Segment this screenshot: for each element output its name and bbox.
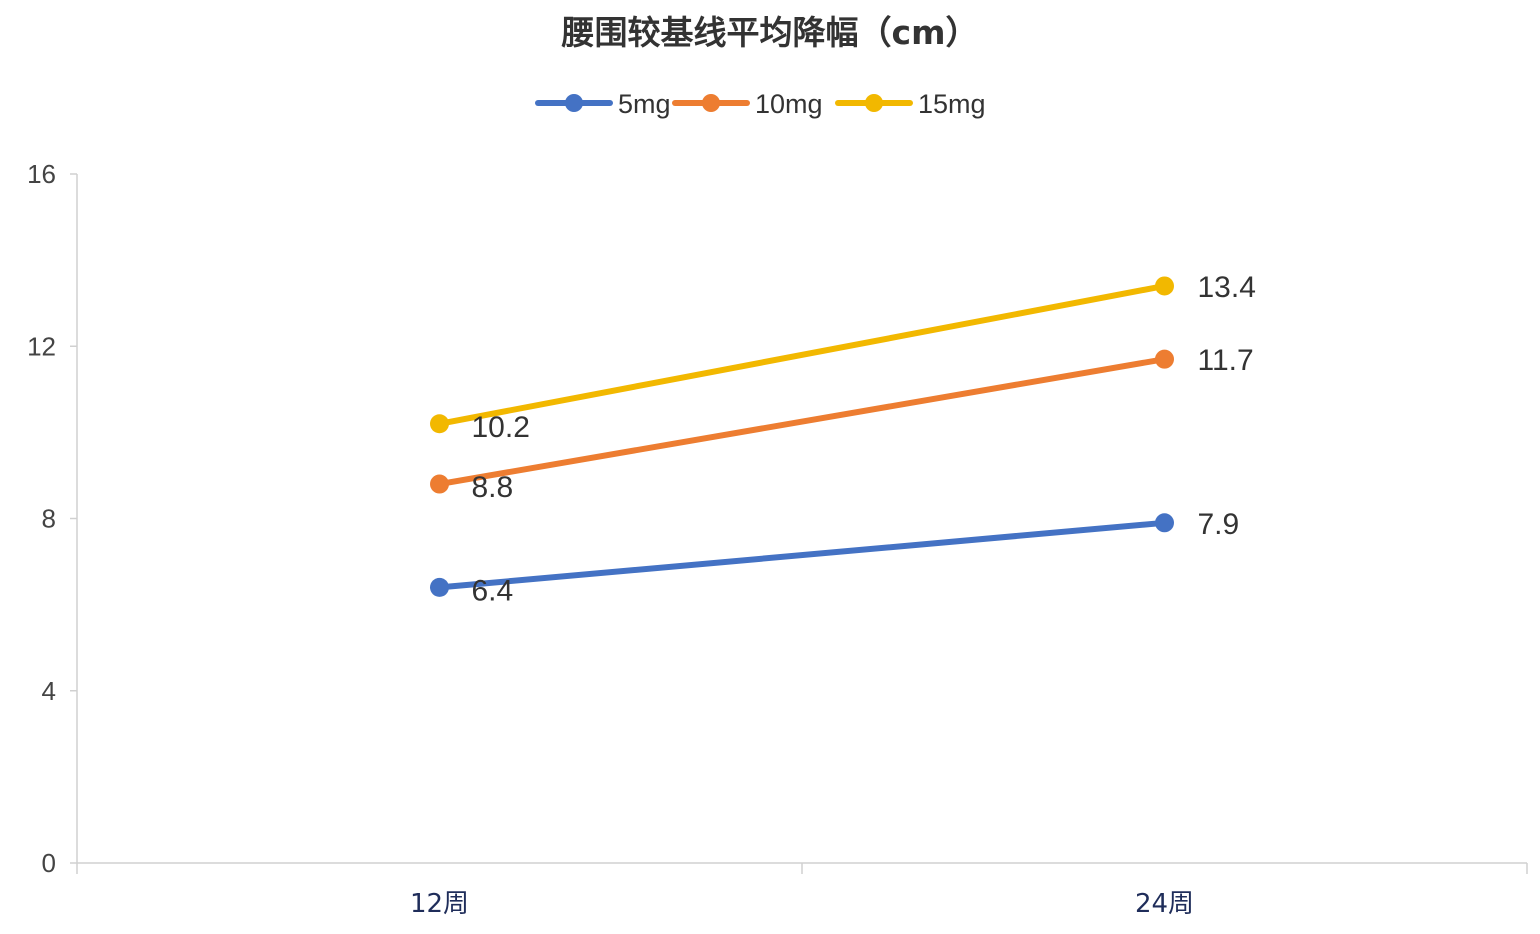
data-point-5mg[interactable] [430, 577, 449, 597]
legend-marker [865, 94, 883, 112]
series-line-5mg [436, 519, 1168, 591]
legend-item-5mg[interactable]: 5mg [535, 89, 671, 119]
x-tick-label: 24周 [1135, 889, 1194, 919]
data-label-10mg: 8.8 [472, 471, 514, 504]
legend-label: 10mg [755, 89, 823, 119]
y-tick-label: 12 [27, 331, 56, 361]
y-tick-label: 0 [42, 848, 56, 878]
legend-item-10mg[interactable]: 10mg [672, 89, 823, 119]
data-label-10mg: 11.7 [1198, 344, 1254, 377]
legend-label: 5mg [618, 89, 671, 119]
y-tick-label: 16 [27, 159, 56, 189]
y-tick-label: 8 [42, 504, 56, 534]
data-point-15mg[interactable] [1155, 276, 1174, 296]
data-point-10mg[interactable] [430, 474, 449, 494]
series-layer [430, 276, 1174, 597]
data-label-15mg: 10.2 [472, 411, 530, 444]
chart-title: 腰围较基线平均降幅（cm） [562, 13, 979, 52]
legend-label: 15mg [918, 89, 986, 119]
series-line-15mg [436, 282, 1168, 427]
data-label-5mg: 7.9 [1198, 508, 1240, 541]
y-tick-label: 4 [42, 676, 56, 706]
legend-item-15mg[interactable]: 15mg [835, 89, 986, 119]
axes: 0 4 8 12 16 12周 24周 [27, 159, 1528, 919]
legend: 5mg 10mg 15mg [535, 89, 986, 119]
data-point-10mg[interactable] [1155, 349, 1174, 369]
data-point-5mg[interactable] [1155, 513, 1174, 533]
legend-marker [702, 94, 720, 112]
data-label-15mg: 13.4 [1198, 271, 1256, 304]
data-point-15mg[interactable] [430, 414, 449, 434]
series-line-10mg [436, 356, 1168, 488]
data-labels: 6.4 7.9 8.8 11.7 10.2 13.4 [472, 271, 1256, 607]
x-tick-label: 12周 [410, 889, 469, 919]
data-label-5mg: 6.4 [472, 574, 514, 607]
legend-marker [565, 94, 583, 112]
